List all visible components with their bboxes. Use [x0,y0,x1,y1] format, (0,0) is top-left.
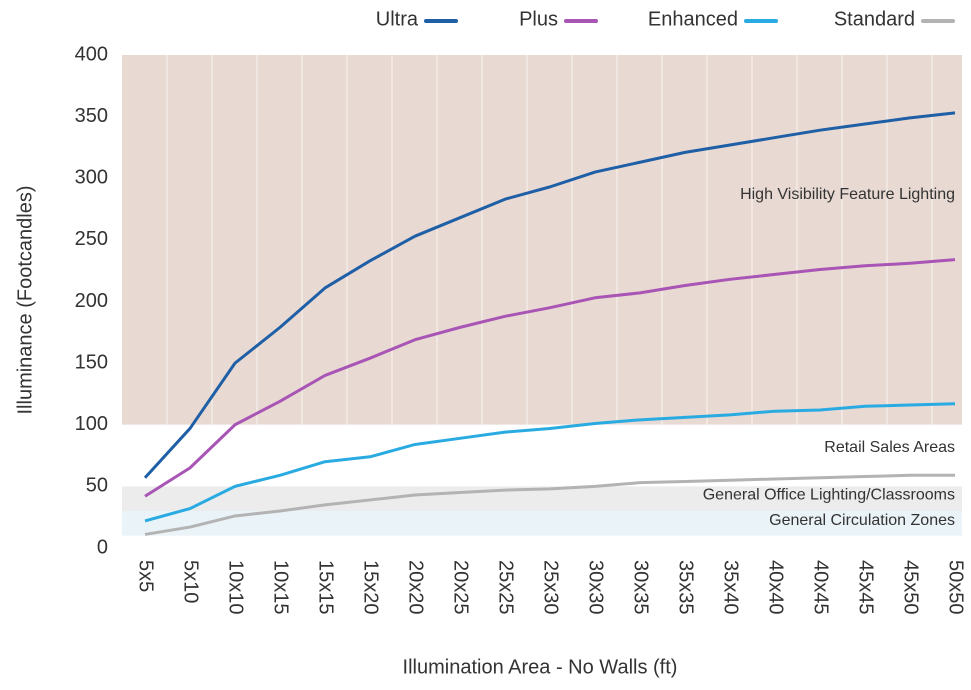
y-tick-label: 300 [75,167,108,189]
x-tick-label: 35x35 [675,560,697,615]
y-axis-label: Illuminance (Footcandles) [14,186,36,415]
x-tick-label: 30x30 [585,560,607,615]
line [143,111,956,479]
x-tick-label: 20x25 [450,560,472,615]
x-tick-label: 25x25 [495,560,517,615]
x-tick-label: 45x45 [855,560,877,615]
line [144,402,956,523]
x-tick-label: 50x50 [945,560,967,615]
x-tick-label: 15x15 [315,560,337,615]
x-tick-label: 30x35 [630,560,652,615]
zone [122,55,962,425]
legend-label: Standard [834,8,915,30]
x-tick-label: 10x10 [225,560,247,615]
line [144,258,956,498]
legend-label: Ultra [376,8,419,30]
y-tick-label: 250 [75,228,108,250]
zone [122,511,962,536]
x-tick-label: 40x45 [810,560,832,615]
x-axis-label: Illumination Area - No Walls (ft) [403,656,678,678]
x-tick-label: 40x40 [765,560,787,615]
y-tick-label: 350 [75,105,108,127]
zone-label: Retail Sales Areas [824,439,955,456]
zone-label: General Office Lighting/Classrooms [703,487,955,504]
y-tick-label: 150 [75,351,108,373]
legend-label: Plus [519,8,558,30]
line [144,473,955,536]
y-tick-label: 100 [75,413,108,435]
x-tick-label: 25x30 [540,560,562,615]
x-tick-label: 35x40 [720,560,742,615]
zone-label: General Circulation Zones [769,512,955,529]
x-tick-label: 20x20 [405,560,427,615]
x-tick-label: 15x20 [360,560,382,615]
y-tick-label: 50 [86,475,108,497]
y-tick-label: 0 [97,536,108,558]
zone-label: High Visibility Feature Lighting [740,186,955,203]
zone [122,424,962,487]
legend-label: Enhanced [648,8,738,30]
x-tick-label: 5x5 [135,560,157,592]
x-tick-label: 45x50 [900,560,922,615]
y-tick-label: 400 [75,43,108,65]
y-tick-label: 200 [75,290,108,312]
x-tick-label: 10x15 [270,560,292,615]
x-tick-label: 5x10 [180,560,202,603]
